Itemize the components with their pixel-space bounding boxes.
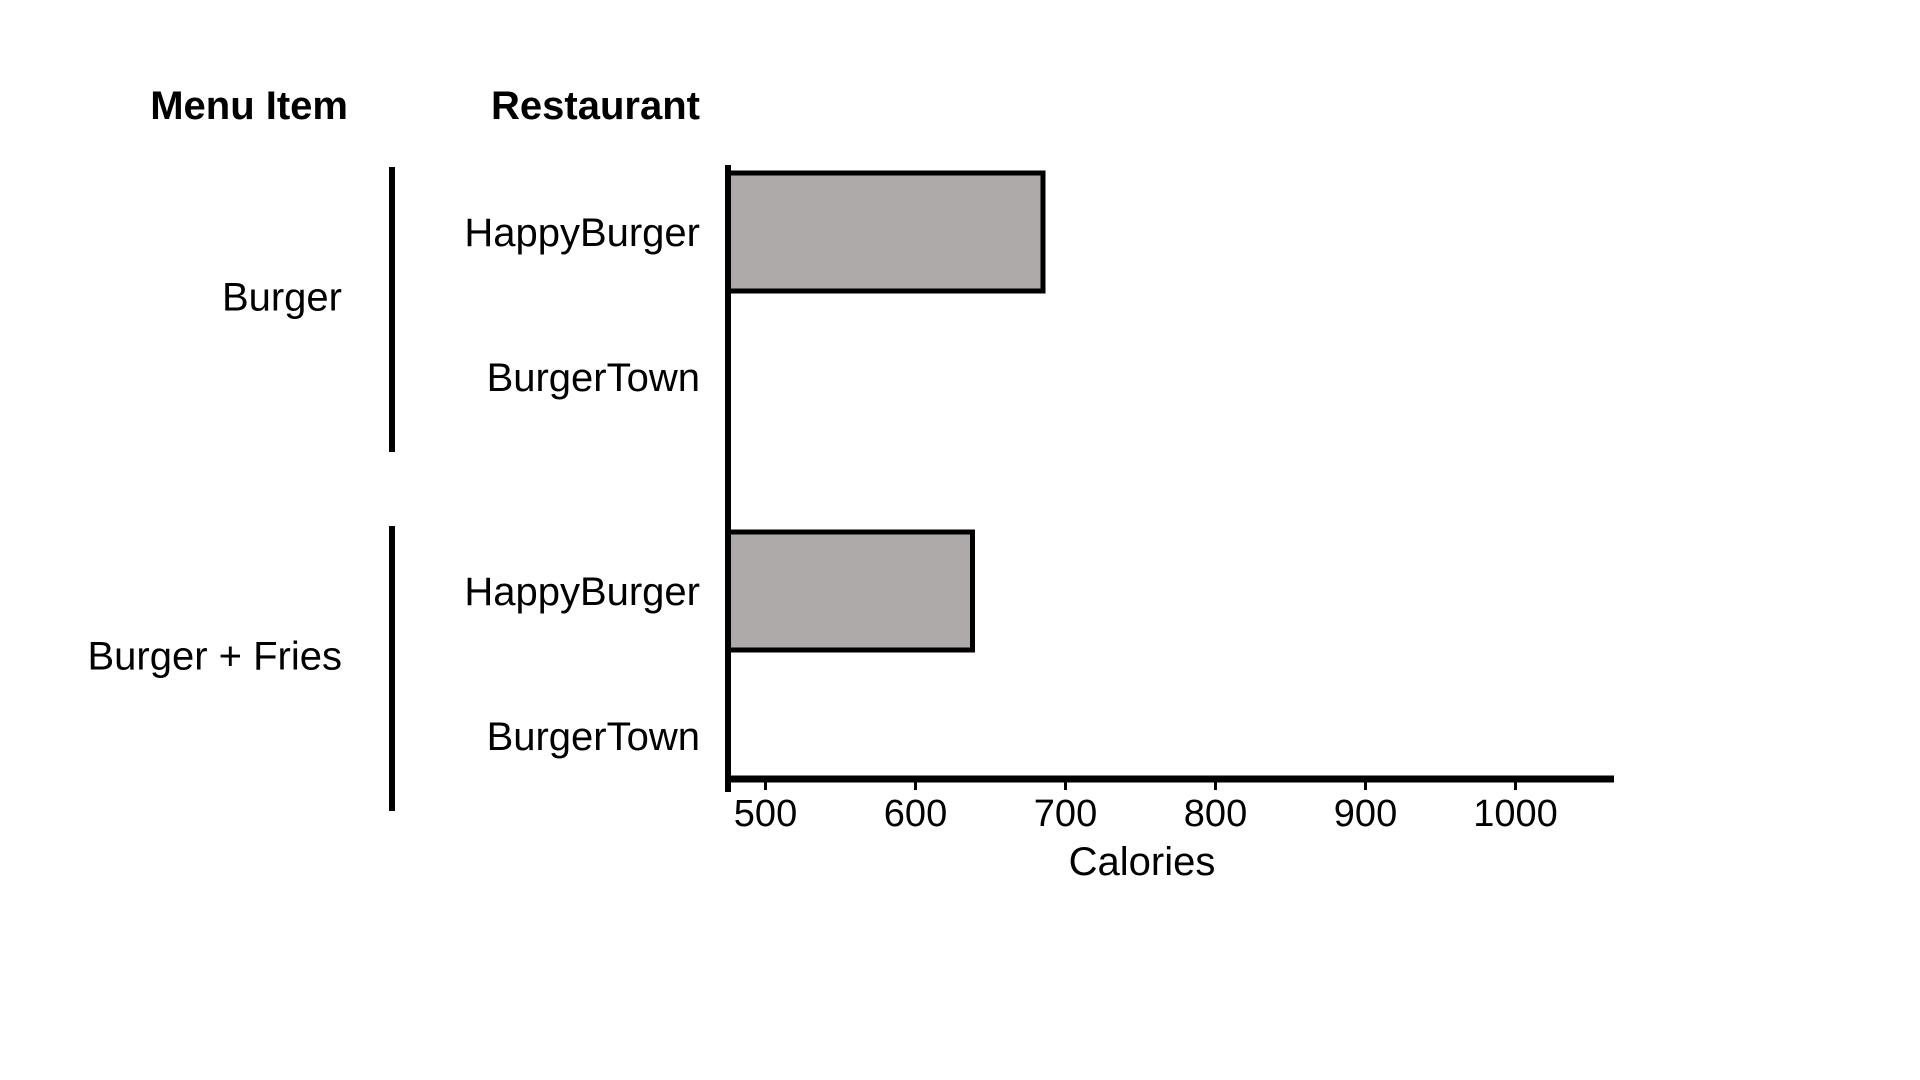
x-tick-label: 900	[1334, 793, 1397, 835]
x-tick-label: 600	[884, 793, 947, 835]
bars-layer	[725, 170, 1046, 653]
bar	[725, 170, 1046, 294]
group-label: Burger	[222, 276, 342, 320]
category-label: BurgerTown	[487, 356, 700, 400]
category-label: HappyBurger	[464, 211, 700, 255]
x-tick-label: 700	[1034, 793, 1097, 835]
bar	[725, 529, 975, 653]
header-menu-item: Menu Item	[150, 84, 348, 128]
x-axis-label: Calories	[1069, 840, 1216, 884]
x-tick-label: 500	[734, 793, 797, 835]
category-label: BurgerTown	[487, 715, 700, 759]
category-label: HappyBurger	[464, 570, 700, 614]
rows-layer: Burger HappyBurger BurgerTown Burger + Frie…	[87, 167, 700, 811]
header-restaurant: Restaurant	[491, 84, 700, 128]
group-label: Burger + Fries	[87, 635, 342, 679]
x-tick-label: 800	[1184, 793, 1247, 835]
x-ticks-layer: 500 600 700 800 900 1000	[734, 779, 1558, 835]
x-tick-label: 1000	[1473, 793, 1558, 835]
